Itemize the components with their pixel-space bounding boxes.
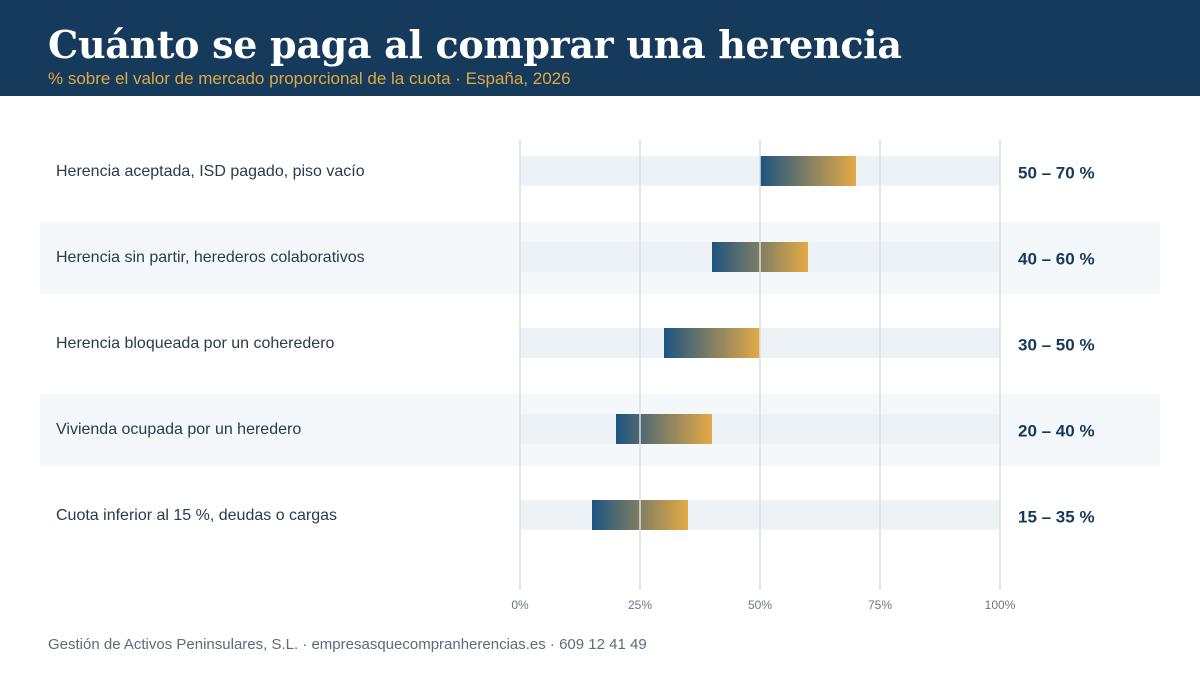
- category-labels: Herencia aceptada, ISD pagado, piso vací…: [56, 163, 365, 524]
- x-tick-label: 25%: [628, 598, 652, 612]
- range-value-label: 50 – 70 %: [1018, 163, 1095, 182]
- x-tick-labels: 0% 25% 50% 75% 100%: [511, 598, 1015, 612]
- range-bar: [616, 414, 712, 444]
- range-value-label: 30 – 50 %: [1018, 335, 1095, 354]
- range-bar: [664, 328, 760, 358]
- category-label: Herencia aceptada, ISD pagado, piso vací…: [56, 163, 365, 180]
- page-subtitle: % sobre el valor de mercado proporcional…: [48, 69, 571, 88]
- category-label: Vivienda ocupada por un heredero: [56, 421, 301, 438]
- range-bar: [760, 156, 856, 186]
- category-label: Herencia sin partir, herederos colaborat…: [56, 249, 365, 266]
- x-tick-label: 0%: [511, 598, 529, 612]
- category-label: Cuota inferior al 15 %, deudas o cargas: [56, 507, 337, 524]
- header-band: Cuánto se paga al comprar una herencia %…: [0, 0, 1200, 96]
- footer-credits: Gestión de Activos Peninsulares, S.L. · …: [48, 636, 647, 653]
- range-value-label: 15 – 35 %: [1018, 507, 1095, 526]
- range-value-label: 40 – 60 %: [1018, 249, 1095, 268]
- range-value-label: 20 – 40 %: [1018, 421, 1095, 440]
- gridlines: [519, 140, 1001, 590]
- x-tick-label: 75%: [868, 598, 892, 612]
- range-value-labels: 50 – 70 % 40 – 60 % 30 – 50 % 20 – 40 % 15 –…: [1018, 163, 1095, 526]
- x-tick-label: 100%: [985, 598, 1016, 612]
- x-tick-label: 50%: [748, 598, 772, 612]
- page-title: Cuánto se paga al comprar una herencia: [48, 22, 902, 67]
- category-label: Herencia bloqueada por un coheredero: [56, 335, 335, 352]
